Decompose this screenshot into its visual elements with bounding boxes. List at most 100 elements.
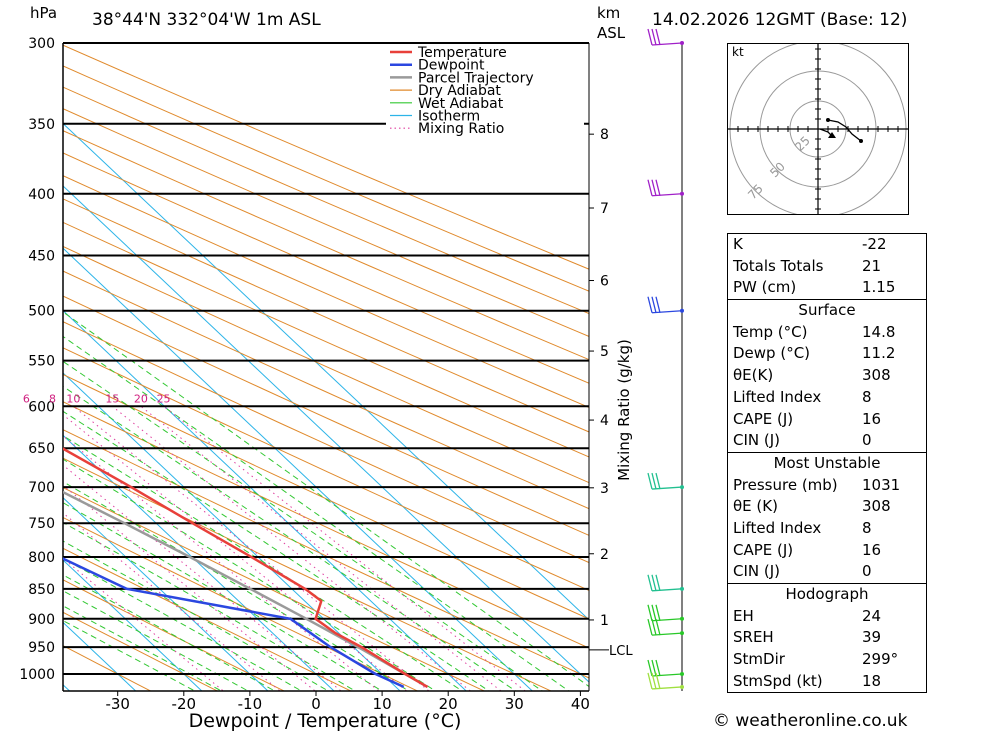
surface-section-title: Surface <box>728 299 926 322</box>
wind-barb-flag <box>647 574 653 591</box>
wind-barb-dot <box>680 191 684 196</box>
legend-box <box>386 45 584 137</box>
wind-barb-flag <box>655 296 661 313</box>
wet-adiabat-line <box>63 385 517 691</box>
wind-barb-flag <box>655 472 661 490</box>
temp-tick-label: 40 <box>571 695 590 713</box>
wet-adiabat-line <box>63 335 570 691</box>
index-row: PW (cm) 1.15 <box>733 278 896 297</box>
wind-barb-flag <box>655 672 661 690</box>
index-row: CIN (J) 0 <box>733 431 872 450</box>
dry-adiabat-line <box>63 486 486 691</box>
isotherm-line <box>63 496 269 691</box>
wind-barb <box>647 296 684 314</box>
pressure-tick-label: 800 <box>28 550 55 566</box>
mixing-ratio-line <box>63 435 380 691</box>
wind-barb-flag <box>655 179 661 196</box>
wind-barb <box>647 574 684 592</box>
wind-barb <box>647 472 684 490</box>
isotherm-line <box>63 185 589 683</box>
dry-adiabat-line <box>63 44 589 270</box>
wind-barb-flag <box>651 28 657 46</box>
dry-adiabat-line <box>63 547 352 691</box>
wet-adiabat-line <box>63 360 544 691</box>
wind-barb-dot <box>680 308 684 313</box>
legend-entry: Wet Adiabat <box>418 96 504 112</box>
wind-barb-flag <box>647 672 653 690</box>
mixing-ratio-line <box>63 414 408 691</box>
wet-adiabat-line <box>63 481 410 691</box>
index-row: θE(K) 308 <box>733 366 891 385</box>
wind-barb-flag <box>647 28 653 46</box>
temperature-line <box>63 447 429 688</box>
wind-barb-flag <box>655 28 661 46</box>
legend-entry: Mixing Ratio <box>418 121 504 137</box>
legend-entry: Temperature <box>417 45 507 61</box>
dry-adiabat-line <box>63 130 589 361</box>
wind-barb <box>647 618 684 636</box>
pressure-tick-label: 900 <box>28 612 55 628</box>
wet-adiabat-line <box>63 557 303 691</box>
dry-adiabat-line <box>63 152 589 384</box>
wind-barb-flag <box>647 618 653 636</box>
index-row: EH 24 <box>733 606 882 625</box>
mixing-ratio-label: 15 <box>105 392 119 405</box>
wind-barb-flag <box>651 672 657 690</box>
wind-barb-staff <box>651 632 683 636</box>
background-lines <box>0 0 589 705</box>
dry-adiabat-line <box>63 221 589 458</box>
x-axis-title: Dewpoint / Temperature (°C) <box>189 710 462 732</box>
wind-barb-dot <box>680 672 684 676</box>
index-row: Dewp (°C) 11.2 <box>733 344 896 363</box>
mixing-ratio-line <box>63 464 342 691</box>
wind-barb-dot <box>680 485 684 490</box>
wind-barb-flag <box>651 618 657 636</box>
index-row: CAPE (J) 16 <box>733 409 882 428</box>
pressure-tick-label: 950 <box>28 640 55 656</box>
hodograph-point-top <box>826 118 830 122</box>
isotherm-line <box>63 309 467 691</box>
wind-barb-flag <box>647 604 653 621</box>
dry-adiabat-line <box>63 295 589 536</box>
index-row: CAPE (J) 16 <box>733 540 882 559</box>
dry-adiabat-line <box>63 245 589 484</box>
hodograph-section-title: Hodograph <box>728 583 926 606</box>
dry-adiabat-line <box>63 347 589 591</box>
isotherm-line <box>0 0 18 705</box>
mixing-ratio-line <box>63 557 225 691</box>
index-row: SREH 39 <box>733 628 882 647</box>
index-row: Temp (°C) 14.8 <box>733 322 896 341</box>
wind-barb-dot <box>680 684 684 689</box>
pressure-tick-label: 750 <box>28 516 55 532</box>
dry-adiabat-line <box>63 516 419 691</box>
wind-barb-flag <box>647 472 653 490</box>
pressure-tick-label: 1000 <box>19 667 55 683</box>
index-row: Lifted Index 8 <box>733 518 872 537</box>
dry-adiabat-line <box>63 645 152 691</box>
index-row: K -22 <box>733 235 887 253</box>
hodograph-plot: 25 50 75 <box>728 44 908 214</box>
datetime-title: 14.02.2026 12GMT (Base: 12) <box>652 10 908 30</box>
isotherm-line <box>63 122 589 621</box>
index-row: StmSpd (kt) 18 <box>733 671 882 690</box>
wind-barb-dot <box>680 631 684 636</box>
hpa-label: hPa <box>30 4 58 22</box>
km-tick-label: 5 <box>600 344 609 360</box>
index-row: CIN (J) 0 <box>733 562 872 581</box>
pressure-tick-label: 650 <box>28 441 55 457</box>
wind-barb-staff <box>651 193 683 197</box>
temp-tick-label: 20 <box>439 695 458 713</box>
wind-barb-flag <box>651 659 657 677</box>
wet-adiabat-line <box>63 574 276 691</box>
km-tick-label: 8 <box>600 127 609 143</box>
legend-entry: Parcel Trajectory <box>418 70 534 86</box>
wind-barb <box>647 604 684 622</box>
dry-adiabat-line <box>63 611 219 691</box>
pressure-tick-label: 500 <box>28 304 55 320</box>
wind-barb <box>647 179 684 197</box>
mixing-ratio-axis-title: Mixing Ratio (g/kg) <box>615 339 633 481</box>
temp-tick-label: 0 <box>311 695 321 713</box>
mixing-ratio-label: 25 <box>157 392 171 405</box>
